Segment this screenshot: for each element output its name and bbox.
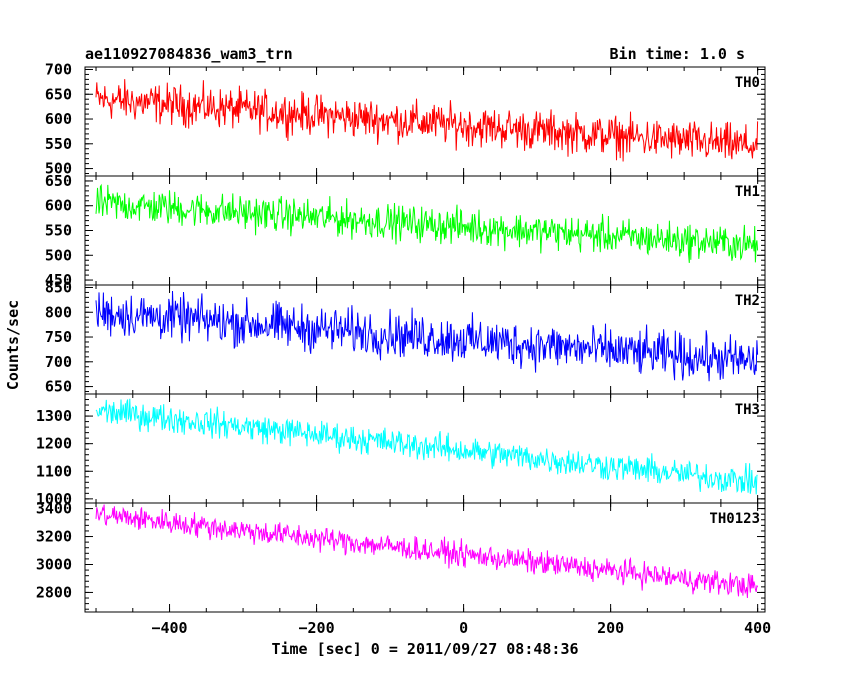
x-tick-label: 400 (744, 619, 771, 637)
panel-th3: 1000 1100 1200 1300 TH3 (36, 393, 766, 508)
y-tick-label: 650 (45, 172, 72, 190)
panel-label-th0: TH0 (735, 75, 760, 91)
y-tick-label: 1300 (36, 407, 72, 425)
series-line-th2 (95, 290, 759, 382)
panel-label-th0123: TH0123 (709, 511, 760, 527)
y-tick-label: 1100 (36, 462, 72, 480)
y-tick-label: 3200 (36, 528, 72, 546)
y-tick-label: 700 (45, 60, 72, 78)
chart-title: ae110927084836_wam3_trn (85, 45, 293, 63)
y-axis-label: Counts/sec (4, 300, 22, 390)
y-tick-label: 450 (45, 271, 72, 289)
y-tick-label: 750 (45, 328, 72, 346)
y-tick-label: 550 (45, 135, 72, 153)
series-line-th0123 (95, 504, 759, 599)
bin-time-label: Bin time: 1.0 s (610, 45, 745, 63)
panel-label-th2: TH2 (735, 293, 760, 309)
panel-label-th3: TH3 (735, 402, 760, 418)
panel-th0123: 2800 3000 3200 3400 TH0123 (36, 500, 766, 613)
y-tick-label: 1000 (36, 490, 72, 508)
y-tick-label: 3400 (36, 500, 72, 518)
series-line-th3 (95, 398, 758, 495)
y-tick-label: 700 (45, 353, 72, 371)
series-line-th0 (95, 79, 759, 162)
panel-frame (84, 393, 766, 504)
panel-frame (84, 502, 766, 613)
y-tick-label: 2800 (36, 583, 72, 601)
y-tick-label: 650 (45, 85, 72, 103)
x-tick-label: −200 (299, 619, 335, 637)
panel-th0: 500 550 600 650 700 TH0 (45, 60, 766, 178)
y-tick-label: 1200 (36, 435, 72, 453)
y-tick-label: 3000 (36, 555, 72, 573)
panel-th2: 650 700 750 800 850 TH2 (45, 278, 766, 396)
y-tick-label: 800 (45, 303, 72, 321)
x-axis: −400 −200 0 200 400 (151, 619, 771, 637)
x-tick-label: −400 (151, 619, 187, 637)
y-tick-label: 600 (45, 110, 72, 128)
panel-frame (84, 175, 766, 286)
x-tick-label: 200 (597, 619, 624, 637)
panels-group: 500 550 600 650 700 TH0 450 500 550 600 650 TH1 650 7… (36, 60, 766, 613)
y-tick-label: 650 (45, 378, 72, 396)
panel-label-th1: TH1 (735, 184, 760, 200)
panel-th1: 450 500 550 600 650 TH1 (45, 172, 766, 289)
x-axis-label: Time [sec] 0 = 2011/09/27 08:48:36 (271, 640, 578, 658)
y-tick-label: 850 (45, 278, 72, 296)
y-tick-label: 500 (45, 246, 72, 264)
x-tick-label: 0 (459, 619, 468, 637)
y-tick-label: 500 (45, 160, 72, 178)
y-tick-label: 550 (45, 222, 72, 240)
series-line-th1 (95, 183, 759, 263)
y-tick-label: 600 (45, 197, 72, 215)
